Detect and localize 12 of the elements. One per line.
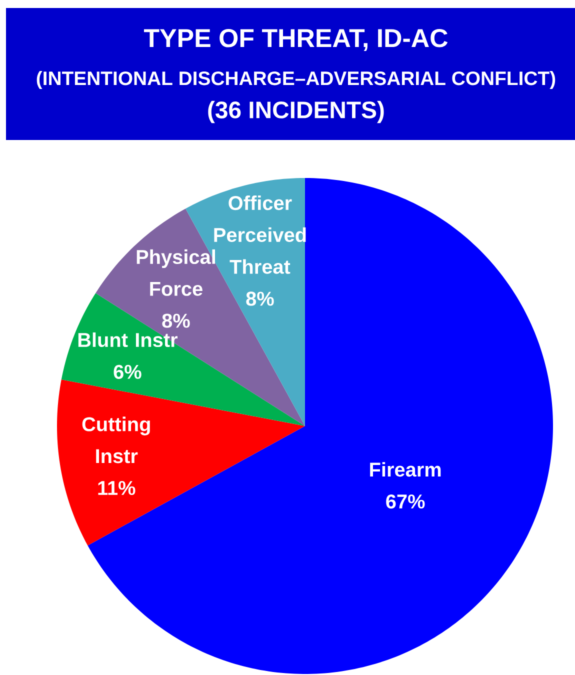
chart-subtitle: (INTENTIONAL DISCHARGE–ADVERSARIAL CONFLICT) [36, 70, 556, 90]
data-label: 8% [162, 314, 190, 328]
chart-title: TYPE OF THREAT, ID-AC [144, 28, 448, 52]
slice-label: Cutting Instr [82, 416, 150, 464]
slice-label: Blunt Instr [78, 332, 178, 348]
data-label: 6% [114, 364, 142, 379]
data-label: 67% [386, 494, 425, 509]
data-label: 8% [246, 292, 274, 306]
data-label: 11% [98, 481, 136, 496]
slice-label: Physical Force [136, 249, 215, 296]
slice-label: Firearm [370, 462, 441, 477]
text: (36 INCIDENTS) [208, 100, 384, 124]
